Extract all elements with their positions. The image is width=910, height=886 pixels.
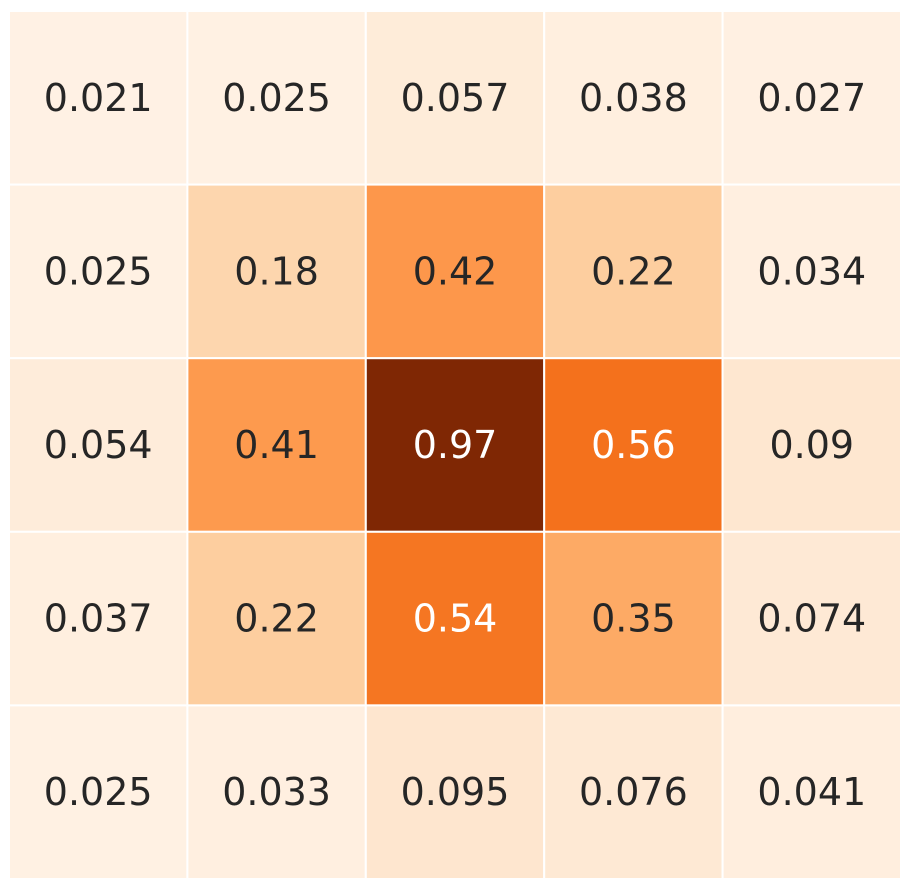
heatmap-label-r2-c2: 0.97 bbox=[413, 423, 498, 467]
heatmap-cell-r2-c4 bbox=[721, 357, 902, 533]
heatmap-label-r4-c0: 0.025 bbox=[44, 770, 153, 814]
heatmap-cell-r1-c4 bbox=[721, 183, 902, 360]
heatmap-label-r2-c4: 0.09 bbox=[769, 423, 854, 467]
heatmap-label-r1-c0: 0.025 bbox=[44, 249, 153, 293]
heatmap-label-r1-c4: 0.034 bbox=[757, 249, 866, 293]
heatmap-label-r3-c2: 0.54 bbox=[413, 597, 498, 641]
heatmap-label-r0-c0: 0.021 bbox=[44, 76, 153, 120]
heatmap-cell-r0-c3 bbox=[543, 10, 724, 186]
heatmap-cell-r3-c4 bbox=[721, 530, 902, 707]
heatmap-cell-r0-c2 bbox=[364, 10, 546, 186]
heatmap-cell-r0-c0 bbox=[8, 10, 189, 186]
heatmap-cell-r1-c0 bbox=[8, 183, 189, 360]
heatmap-label-r2-c1: 0.41 bbox=[234, 423, 319, 467]
heatmap-label-r4-c1: 0.033 bbox=[222, 770, 331, 814]
heatmap-label-r2-c3: 0.56 bbox=[591, 423, 676, 467]
heatmap-label-r3-c0: 0.037 bbox=[44, 597, 153, 641]
heatmap-cell-r3-c0 bbox=[8, 530, 189, 707]
heatmap-cells bbox=[8, 10, 902, 881]
heatmap-label-r3-c4: 0.074 bbox=[757, 597, 866, 641]
heatmap-label-r1-c3: 0.22 bbox=[591, 249, 676, 293]
heatmap-label-r4-c2: 0.095 bbox=[401, 770, 510, 814]
heatmap-cell-r1-c2 bbox=[364, 183, 546, 360]
heatmap-label-r3-c3: 0.35 bbox=[591, 597, 676, 641]
heatmap-label-r4-c4: 0.041 bbox=[757, 770, 866, 814]
heatmap-label-r3-c1: 0.22 bbox=[234, 597, 319, 641]
heatmap-cell-r2-c1 bbox=[186, 357, 367, 533]
heatmap-label-r1-c1: 0.18 bbox=[234, 249, 319, 293]
heatmap-cell-r0-c4 bbox=[721, 10, 902, 186]
heatmap-cell-r4-c4 bbox=[721, 704, 902, 881]
heatmap-cell-r0-c1 bbox=[186, 10, 367, 186]
heatmap-label-r4-c3: 0.076 bbox=[579, 770, 688, 814]
heatmap-label-r1-c2: 0.42 bbox=[413, 249, 498, 293]
heatmap-label-r0-c2: 0.057 bbox=[401, 76, 510, 120]
heatmap-labels: 0.021 0.025 0.057 0.038 0.027 0.025 0.18 0.42 0.… bbox=[44, 76, 866, 814]
heatmap-cell-r3-c3 bbox=[543, 530, 724, 707]
heatmap-label-r0-c1: 0.025 bbox=[222, 76, 331, 120]
heatmap-cell-r2-c2 bbox=[364, 357, 546, 533]
heatmap-label-r2-c0: 0.054 bbox=[44, 423, 153, 467]
heatmap-cell-r3-c2 bbox=[364, 530, 546, 707]
heatmap-cell-r4-c2 bbox=[364, 704, 546, 881]
heatmap-cell-r4-c1 bbox=[186, 704, 367, 881]
heatmap-cell-r4-c0 bbox=[8, 704, 189, 881]
heatmap-cell-r2-c3 bbox=[543, 357, 724, 533]
heatmap-label-r0-c3: 0.038 bbox=[579, 76, 688, 120]
heatmap-cell-r3-c1 bbox=[186, 530, 367, 707]
heatmap-label-r0-c4: 0.027 bbox=[757, 76, 866, 120]
